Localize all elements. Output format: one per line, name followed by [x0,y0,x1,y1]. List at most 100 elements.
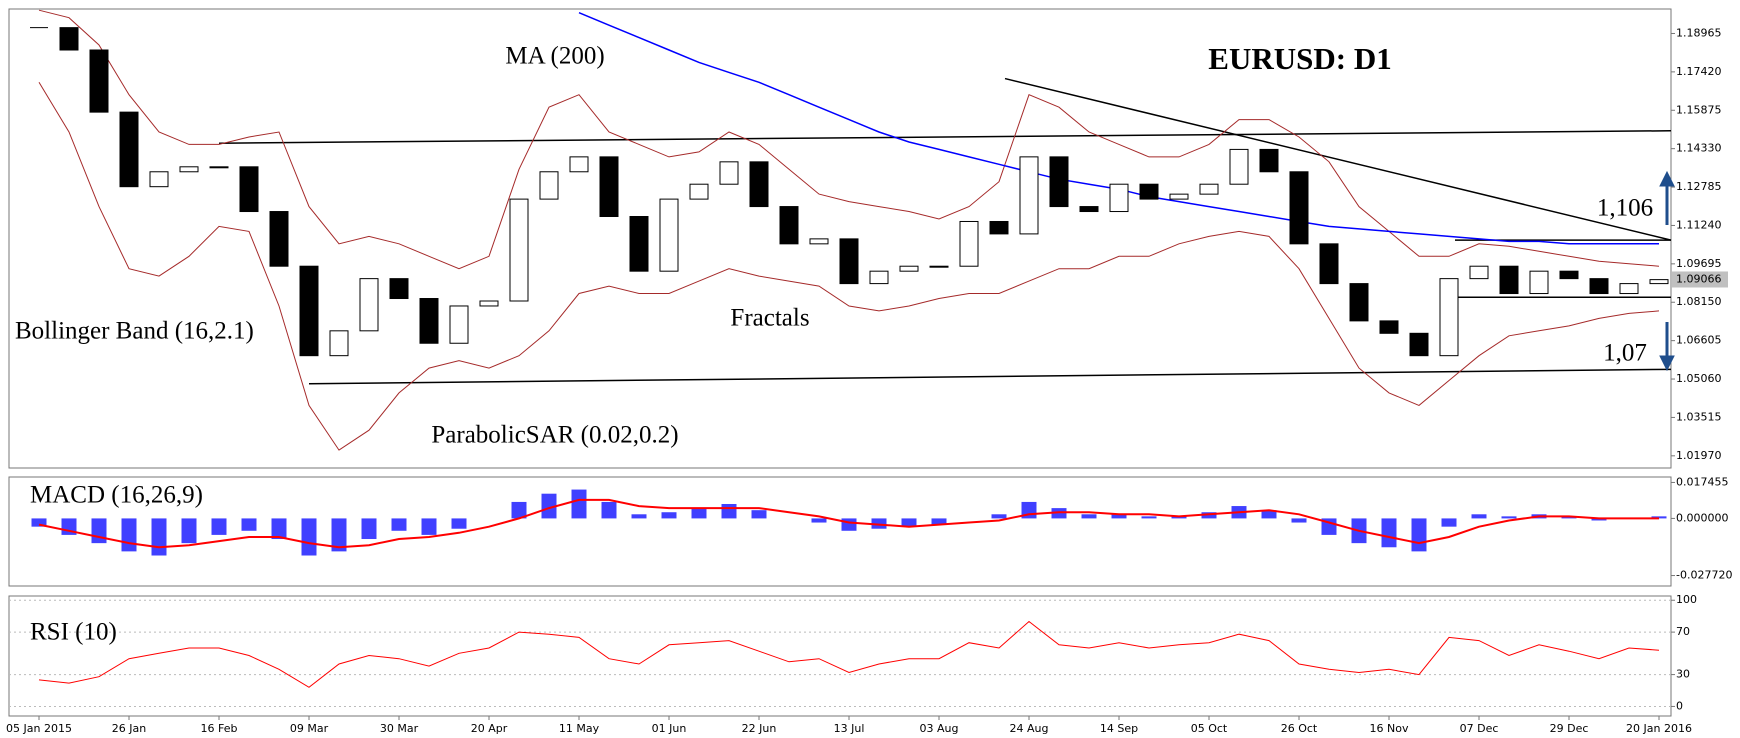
y-tick-label: 1.15875 [1676,103,1722,116]
candle [149,171,169,188]
macd-bar [241,518,257,531]
candle [1349,283,1369,322]
y-tick-label: 1.01970 [1676,449,1722,462]
macd-bar [151,518,167,556]
x-tick-label: 11 May [559,722,600,735]
candle [209,166,229,169]
candle [449,305,469,344]
panel-title: MACD (16,26,9) [30,482,203,509]
price-label: 1.09066 [1676,272,1722,285]
price-tag [1672,271,1728,288]
candle [1439,278,1459,357]
x-tick-label: 14 Sep [1100,722,1138,735]
macd-bar [1141,516,1157,519]
macd-bar [901,518,917,527]
candle [239,166,259,213]
y-tick-label: 1.11240 [1676,218,1722,231]
macd-bar [631,514,647,519]
macd-bar [1651,516,1667,519]
candle [629,216,649,272]
candle [1049,156,1069,208]
macd-bar [1111,514,1127,519]
y-tick-label: 1.18965 [1676,26,1722,39]
macd-bar [721,503,737,519]
macd-bar [421,518,437,535]
x-tick-label: 03 Aug [920,722,959,735]
x-tick-label: 24 Aug [1010,722,1049,735]
macd-bar [931,518,947,525]
macd-bar [991,514,1007,519]
macd-bar [541,493,557,519]
y-tick-label: 70 [1676,625,1690,638]
candle [569,156,589,173]
macd-bar [391,518,407,531]
candle [959,220,979,267]
candle [329,330,349,357]
macd-bar [331,518,347,552]
candle [1289,171,1309,245]
macd-bar [511,501,527,519]
annotation: Fractals [730,305,809,332]
annotation: Bollinger Band (16,2.1) [15,318,254,345]
macd-bar [691,508,707,519]
macd-bar [571,489,587,519]
candle [1649,279,1669,285]
candle [479,300,499,307]
x-tick-label: 26 Jan [112,722,146,735]
candle [1379,320,1399,334]
macd-bar [271,518,287,540]
arrow-up [1659,170,1675,225]
y-tick-label: 1.12785 [1676,180,1722,193]
marks: 1.01970 1.03515 1.05060 1.06605 1.08150 1.096… [6,9,1732,735]
panel-title: RSI (10) [30,619,117,646]
y-tick-label: 1.08150 [1676,295,1722,308]
x-tick-label: 01 Jun [652,722,687,735]
annotation: 1,106 [1597,195,1653,222]
macd-bar [1471,514,1487,519]
macd-bar [121,518,137,552]
y-tick-label: 1.06605 [1676,334,1722,347]
candle [59,27,79,51]
candle [659,198,679,272]
macd-bar [751,510,767,519]
macd-bar [181,518,197,544]
y-tick-label: 1.14330 [1676,142,1722,155]
signal-line [38,498,1659,549]
candle [1409,332,1429,357]
macd-bar [1441,518,1457,527]
macd-bar [1291,518,1307,523]
rsi-line [38,620,1660,688]
candle [1589,278,1609,295]
x-tick-label: 26 Oct [1281,722,1318,735]
macd-bar [661,512,677,519]
trend-line [218,130,1672,144]
candle [419,298,439,344]
candle [1559,270,1579,280]
macd-bar [451,518,467,529]
candle [989,220,1009,235]
candle [839,238,859,285]
candle [89,49,109,113]
candle [1469,265,1489,280]
candle [539,171,559,200]
macd-bar [91,518,107,544]
x-tick-label: 20 Apr [471,722,508,735]
main-panel [8,8,1672,469]
annotation: ParabolicSAR (0.02,0.2) [431,422,678,449]
candle [779,206,799,245]
macd-bar [1501,516,1517,519]
candle [1619,283,1639,295]
trend-line [308,368,1672,385]
macd-bar [211,518,227,535]
macd-panel [8,476,1672,587]
candle [809,238,829,245]
candle [929,265,949,268]
x-tick-label: 05 Jan 2015 [6,722,72,735]
candle [1319,243,1339,285]
macd-bar [1381,518,1397,548]
macd-bar [1201,512,1217,519]
macd-bar [871,518,887,529]
macd-bar [1261,510,1277,519]
